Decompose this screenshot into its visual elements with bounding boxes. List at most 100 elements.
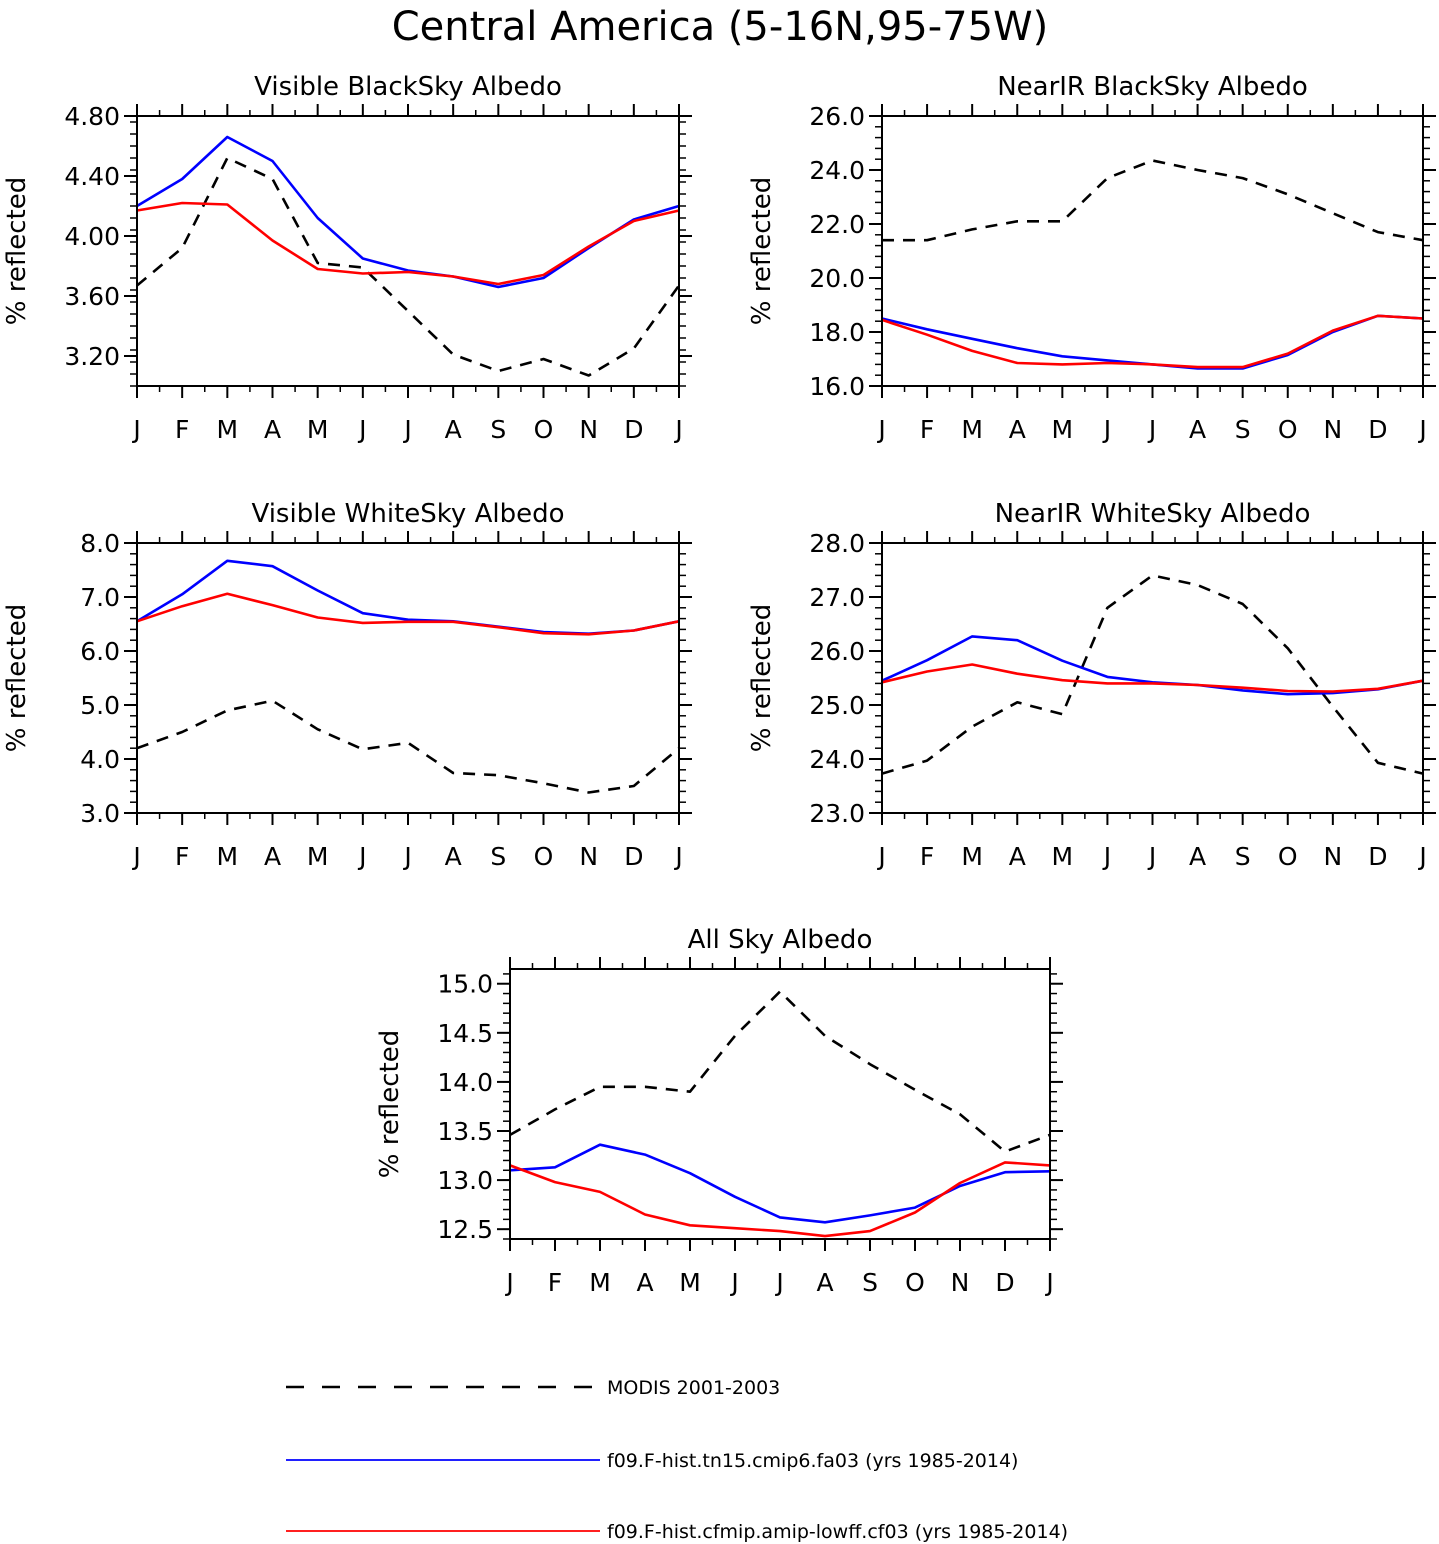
y-tick-label: 14.0 (437, 1068, 493, 1097)
chart-title: Visible WhiteSky Albedo (251, 499, 564, 529)
y-tick-label: 18.0 (809, 318, 865, 347)
x-tick-label: O (534, 415, 554, 444)
x-tick-label: J (1044, 1268, 1053, 1297)
y-tick-label: 13.5 (437, 1117, 493, 1146)
x-tick-label: J (1147, 842, 1156, 871)
x-tick-label: J (729, 1268, 738, 1297)
x-tick-label: N (1323, 415, 1342, 444)
y-tick-label: 4.00 (64, 222, 120, 251)
series-line-1 (136, 699, 680, 794)
series-line-1 (882, 159, 1424, 242)
legend-label-2: f09.F-hist.tn15.cmip6.fa03 (yrs 1985-201… (607, 1450, 1018, 1472)
x-tick-label: M (589, 1268, 611, 1297)
y-tick-label: 24.0 (809, 745, 865, 774)
y-tick-label: 16.0 (809, 372, 865, 401)
x-tick-label: J (1147, 415, 1156, 444)
x-tick-label: F (920, 415, 934, 444)
x-tick-label: O (905, 1268, 925, 1297)
y-tick-label: 4.40 (64, 162, 120, 191)
x-tick-label: J (876, 842, 885, 871)
series-line-1 (509, 990, 1051, 1153)
x-tick-label: J (1102, 842, 1111, 871)
x-tick-label: D (1368, 842, 1387, 871)
x-tick-label: F (175, 842, 189, 871)
y-tick-label: 25.0 (809, 691, 865, 720)
x-tick-label: F (175, 415, 189, 444)
series-line-3 (881, 663, 1424, 693)
y-tick-label: 8.0 (80, 529, 120, 558)
series-line-3 (136, 201, 680, 286)
series-line-1 (881, 574, 1424, 775)
x-tick-label: F (920, 842, 934, 871)
x-tick-label: D (1368, 415, 1387, 444)
y-tick-label: 26.0 (809, 102, 865, 131)
y-axis-label: % reflected (2, 177, 32, 325)
x-tick-label: J (1417, 415, 1426, 444)
x-tick-label: J (402, 842, 411, 871)
series-line-3 (509, 1161, 1051, 1238)
y-axis-label: % reflected (747, 177, 777, 325)
series-line-1 (136, 156, 681, 377)
y-tick-label: 4.80 (64, 102, 120, 131)
series-line-3 (136, 592, 680, 636)
legend-label-1: MODIS 2001-2003 (607, 1377, 780, 1399)
x-tick-label: M (307, 842, 329, 871)
chart-title: NearIR WhiteSky Albedo (995, 499, 1311, 529)
y-tick-label: 14.5 (437, 1019, 493, 1048)
y-tick-label: 6.0 (80, 637, 120, 666)
x-tick-label: A (264, 415, 281, 444)
y-tick-label: 3.0 (80, 799, 120, 828)
y-tick-label: 28.0 (809, 529, 865, 558)
x-tick-label: J (357, 842, 366, 871)
y-axis-label: % reflected (375, 1030, 405, 1178)
y-tick-label: 26.0 (809, 637, 865, 666)
x-tick-label: S (490, 842, 506, 871)
y-axis-label: % reflected (747, 604, 777, 752)
x-tick-label: S (1235, 842, 1251, 871)
x-tick-label: J (131, 415, 140, 444)
x-tick-label: D (995, 1268, 1014, 1297)
plot-frame (509, 968, 1051, 1240)
x-tick-label: D (624, 415, 643, 444)
y-tick-label: 15.0 (437, 970, 493, 999)
x-tick-label: J (1417, 842, 1426, 871)
y-tick-label: 22.0 (809, 210, 865, 239)
plot-frame (136, 542, 680, 814)
series-line-2 (509, 1143, 1051, 1224)
x-tick-label: N (579, 842, 598, 871)
figure-title: Central America (5-16N,95-75W) (392, 4, 1048, 50)
x-tick-label: J (504, 1268, 513, 1297)
x-tick-label: A (445, 415, 462, 444)
plot-frame (881, 115, 1424, 387)
chart-title: All Sky Albedo (688, 925, 873, 955)
y-tick-label: 3.20 (64, 342, 120, 371)
series-line-3 (881, 314, 1424, 369)
x-tick-label: M (217, 842, 239, 871)
x-tick-label: A (1009, 842, 1026, 871)
y-tick-label: 23.0 (809, 799, 865, 828)
x-tick-label: N (951, 1268, 970, 1297)
x-tick-label: N (1323, 842, 1342, 871)
x-tick-label: M (679, 1268, 701, 1297)
chart-title: Visible BlackSky Albedo (254, 72, 562, 102)
x-tick-label: D (624, 842, 643, 871)
x-tick-label: J (131, 842, 140, 871)
y-tick-label: 20.0 (809, 264, 865, 293)
y-tick-label: 7.0 (80, 583, 120, 612)
legend: MODIS 2001-2003 f09.F-hist.tn15.cmip6.fa0… (286, 1377, 1068, 1543)
y-tick-label: 5.0 (80, 691, 120, 720)
series-line-2 (881, 314, 1424, 370)
x-tick-label: J (673, 842, 682, 871)
x-tick-label: J (402, 415, 411, 444)
x-tick-label: A (816, 1268, 833, 1297)
x-tick-label: A (1189, 415, 1206, 444)
x-tick-label: S (490, 415, 506, 444)
legend-label-3: f09.F-hist.cfmip.amip-lowff.cf03 (yrs 19… (607, 1521, 1068, 1543)
x-tick-label: M (307, 415, 329, 444)
x-tick-label: N (579, 415, 598, 444)
